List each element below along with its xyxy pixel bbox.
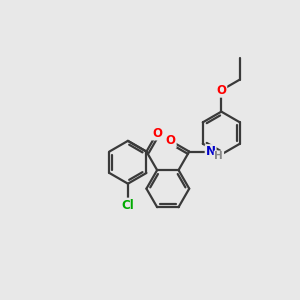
Text: O: O	[216, 84, 226, 97]
Text: O: O	[152, 127, 162, 140]
Text: Cl: Cl	[122, 199, 134, 212]
Text: N: N	[206, 145, 216, 158]
Text: H: H	[214, 151, 223, 161]
Text: O: O	[166, 134, 176, 147]
